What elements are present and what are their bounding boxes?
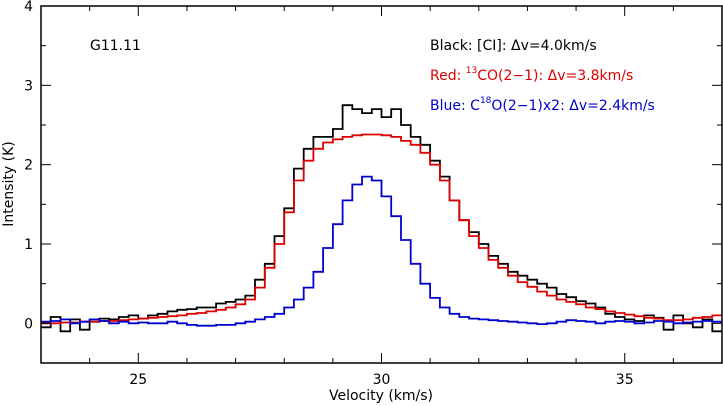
series-layer	[41, 104, 722, 333]
source-label: G11.11	[90, 38, 141, 54]
legend-c18o-prefix: Blue: C	[430, 98, 480, 114]
x-axis-title: Velocity (km/s)	[329, 388, 433, 404]
legend-entry-c18o: Blue: C18O(2−1)x2: Δv=2.4km/s	[430, 96, 655, 114]
x-tick-label: 35	[616, 372, 634, 388]
y-tick-label: 3	[24, 78, 33, 94]
plot-frame	[40, 5, 723, 364]
series-line-2	[41, 175, 722, 327]
x-tick-label: 30	[373, 372, 391, 388]
y-tick-label: 2	[24, 158, 33, 174]
legend-13co-suffix: CO(2−1): Δv=3.8km/s	[477, 68, 633, 84]
legend-13co-sup: 13	[466, 66, 477, 76]
legend-c18o-suffix: O(2−1)x2: Δv=2.4km/s	[491, 98, 654, 114]
x-tick-label: 25	[129, 372, 147, 388]
y-tick-label: 0	[24, 316, 33, 332]
tick-layer: 25 30 35 0 1 2 3 4	[24, 0, 723, 388]
legend-c18o-sup: 18	[480, 96, 492, 106]
legend-entry-ci: Black: [CI]: Δv=4.0km/s	[430, 38, 597, 54]
series-line-0	[41, 104, 722, 333]
series-line-1	[41, 133, 722, 325]
y-tick-label: 4	[24, 0, 33, 15]
legend-13co-prefix: Red:	[430, 68, 466, 84]
legend-entry-13co: Red: 13CO(2−1): Δv=3.8km/s	[430, 66, 633, 84]
y-axis-title: Intensity (K)	[1, 141, 17, 227]
y-tick-label: 1	[24, 237, 33, 253]
